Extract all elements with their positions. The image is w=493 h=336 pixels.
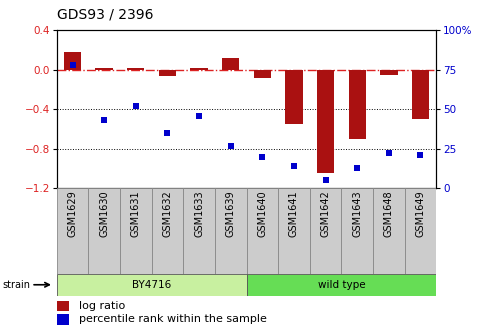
Bar xyxy=(341,188,373,274)
Bar xyxy=(190,68,208,70)
Text: GSM1648: GSM1648 xyxy=(384,191,394,237)
Text: GSM1631: GSM1631 xyxy=(131,191,141,237)
Text: GDS93 / 2396: GDS93 / 2396 xyxy=(57,8,153,22)
Text: percentile rank within the sample: percentile rank within the sample xyxy=(79,314,267,325)
Text: log ratio: log ratio xyxy=(79,301,126,311)
Bar xyxy=(57,188,88,274)
Bar xyxy=(349,70,366,139)
Point xyxy=(100,118,108,123)
Bar xyxy=(152,188,183,274)
Text: GSM1641: GSM1641 xyxy=(289,191,299,237)
Bar xyxy=(278,188,310,274)
Bar xyxy=(246,274,436,296)
Point xyxy=(385,151,393,156)
Text: BY4716: BY4716 xyxy=(132,280,171,290)
Bar xyxy=(127,68,144,70)
Text: GSM1643: GSM1643 xyxy=(352,191,362,237)
Bar xyxy=(57,274,246,296)
Point xyxy=(321,177,329,183)
Bar xyxy=(285,70,303,124)
Bar xyxy=(222,58,240,70)
Text: strain: strain xyxy=(2,280,31,290)
Bar xyxy=(317,70,334,173)
Point xyxy=(290,163,298,169)
Point xyxy=(69,62,76,68)
Point xyxy=(417,152,424,158)
Bar xyxy=(96,68,113,70)
Text: GSM1639: GSM1639 xyxy=(226,191,236,237)
Bar xyxy=(412,70,429,119)
Text: GSM1649: GSM1649 xyxy=(416,191,425,237)
Bar xyxy=(57,314,69,325)
Bar xyxy=(380,70,397,75)
Bar xyxy=(120,188,152,274)
Text: GSM1630: GSM1630 xyxy=(99,191,109,237)
Point xyxy=(195,113,203,118)
Text: GSM1633: GSM1633 xyxy=(194,191,204,237)
Text: GSM1640: GSM1640 xyxy=(257,191,267,237)
Bar xyxy=(183,188,215,274)
Bar xyxy=(215,188,246,274)
Point xyxy=(258,154,266,159)
Text: GSM1632: GSM1632 xyxy=(162,191,173,238)
Text: GSM1642: GSM1642 xyxy=(320,191,331,238)
Bar xyxy=(88,188,120,274)
Point xyxy=(132,103,140,109)
Bar xyxy=(373,188,405,274)
Text: wild type: wild type xyxy=(317,280,365,290)
Bar xyxy=(246,188,278,274)
Bar xyxy=(310,188,341,274)
Bar xyxy=(57,301,69,311)
Bar xyxy=(253,70,271,78)
Bar xyxy=(405,188,436,274)
Point xyxy=(353,165,361,170)
Text: GSM1629: GSM1629 xyxy=(68,191,77,238)
Point xyxy=(164,130,172,136)
Point xyxy=(227,143,235,148)
Bar xyxy=(159,70,176,76)
Bar xyxy=(64,52,81,70)
